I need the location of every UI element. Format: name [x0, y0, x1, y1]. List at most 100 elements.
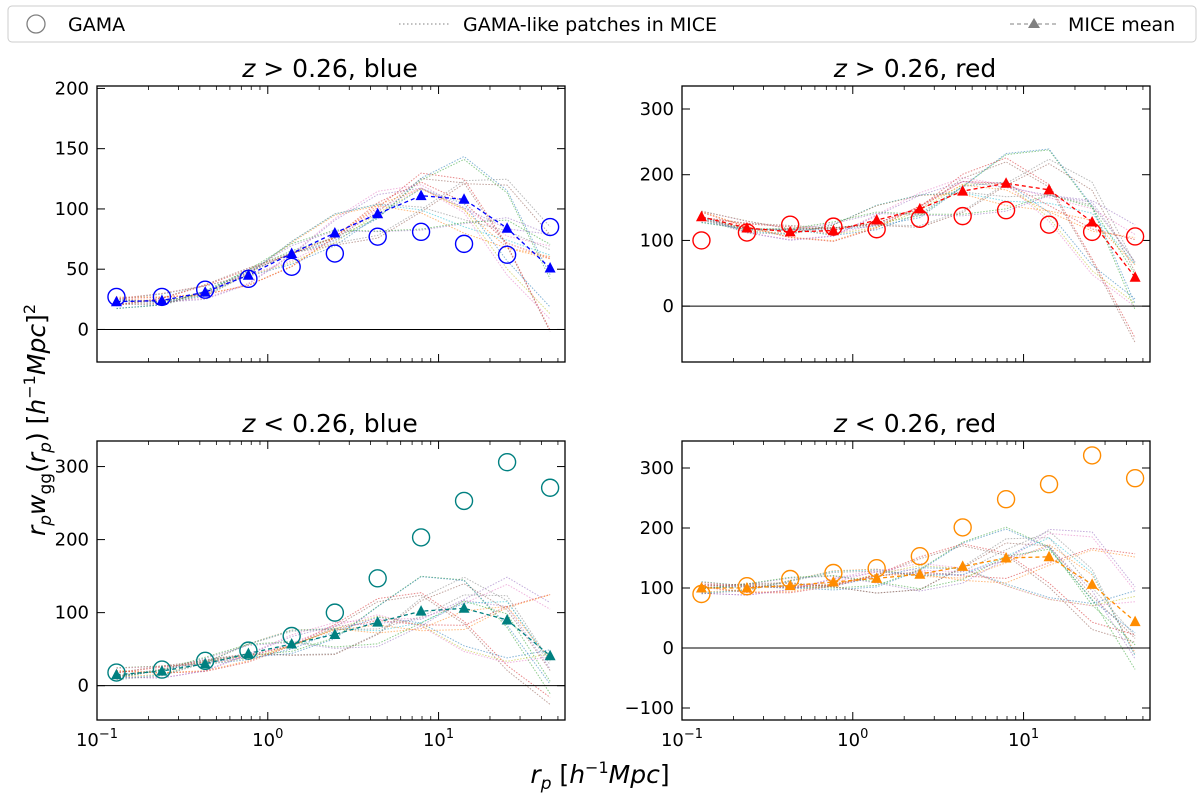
mice-mean-point	[695, 210, 707, 222]
mice-mean-point	[871, 572, 883, 583]
plot-frame	[96, 440, 566, 721]
mice-mean-point	[501, 222, 513, 233]
y-tick-label: 300	[640, 458, 674, 479]
mice-patch-line	[701, 530, 1136, 656]
gama-point	[411, 528, 431, 547]
mice-patch-line	[701, 543, 1136, 636]
mice-patch-line	[701, 149, 1136, 310]
legend: GAMA GAMA-like patches in MICE MICE mean	[7, 5, 1197, 43]
mice-patch-line	[116, 178, 551, 306]
y-tick-label: 150	[55, 139, 89, 160]
mice-patch-line	[116, 188, 551, 315]
mice-mean-point	[1129, 271, 1141, 282]
mice-mean-point	[1043, 183, 1055, 195]
mice-mean-point	[286, 638, 298, 649]
gama-point	[1125, 227, 1145, 246]
y-tick-label: 300	[55, 457, 89, 478]
mice-patch-line	[116, 594, 551, 705]
gama-point	[953, 206, 972, 226]
panel-z-gt-blue: 0 50 100 150 200 z > 0.26, blue	[55, 54, 566, 363]
mice-mean-point	[957, 560, 969, 571]
mice-mean-point	[329, 227, 341, 238]
plot-frame	[96, 85, 566, 363]
gama-point	[368, 569, 387, 588]
mice-patch-line	[116, 601, 551, 680]
x-tick-label: 100	[837, 727, 868, 751]
gama-point	[540, 217, 560, 237]
mice-mean-line	[701, 182, 1136, 278]
mice-patch-lines	[701, 148, 1136, 343]
mice-patch-line	[116, 592, 551, 698]
mice-patch-line	[701, 537, 1136, 656]
gama-point	[497, 452, 517, 472]
mice-mean-point	[415, 189, 427, 201]
mice-patch-line	[701, 158, 1136, 265]
gama-point	[996, 200, 1016, 220]
x-axis-label: rp [h−1Mpc]	[530, 758, 669, 794]
x-tick-label: 101	[423, 727, 454, 751]
gama-point	[325, 603, 345, 622]
mice-patch-line	[116, 583, 551, 679]
mice-patch-line	[701, 542, 1136, 639]
mice-mean-point	[372, 616, 384, 627]
gama-point	[692, 231, 711, 250]
gama-point	[152, 287, 172, 307]
mice-patch-line	[701, 192, 1136, 265]
mice-mean-point	[199, 286, 211, 297]
gama-point	[454, 234, 474, 254]
mice-patch-line	[116, 583, 551, 677]
mice-mean-point	[501, 613, 513, 625]
gama-point	[195, 280, 215, 299]
mice-mean-point	[1043, 550, 1055, 562]
x-tick-label: 100	[252, 727, 283, 751]
mice-patch-line	[116, 203, 551, 303]
gama-point	[824, 217, 843, 236]
mice-mean-point	[914, 568, 926, 579]
gama-point	[1125, 469, 1145, 488]
series	[692, 446, 1145, 627]
mice-mean-point	[695, 582, 707, 593]
mice-mean-point	[1000, 552, 1012, 563]
mice-patch-line	[116, 615, 551, 669]
axes: 0 100 200 300 10−1 100 101	[55, 440, 566, 751]
x-tick-label: 101	[1008, 727, 1039, 751]
mice-mean-point	[1086, 578, 1098, 589]
mice-patch-line	[701, 183, 1136, 304]
panel-title: z < 0.26, red	[833, 409, 997, 438]
y-tick-label: 100	[640, 230, 674, 251]
gama-point	[1039, 475, 1059, 494]
axes: 0 50 100 150 200	[55, 78, 566, 363]
y-tick-label: 0	[78, 676, 89, 697]
panel-z-gt-red: 0 100 200 300 z > 0.26, red	[640, 54, 1151, 363]
y-tick-label: 200	[640, 165, 674, 186]
mice-patch-line	[701, 526, 1136, 646]
series	[107, 452, 560, 682]
mice-patch-line	[116, 184, 551, 303]
y-tick-label: 200	[640, 518, 674, 539]
mice-patch-line	[116, 188, 551, 308]
gama-point	[996, 490, 1016, 509]
axes: −100 0 100 200 300 10−1 100 101	[625, 440, 1151, 751]
mice-mean-point	[110, 295, 122, 307]
panel-title: z < 0.26, blue	[241, 409, 418, 438]
gama-point	[867, 559, 886, 578]
y-tick-label: 200	[55, 78, 89, 99]
mice-patch-lines	[116, 155, 551, 332]
gama-point	[1039, 215, 1059, 234]
y-tick-label: 100	[55, 199, 89, 220]
mice-mean-point	[1000, 177, 1012, 188]
plot-frame	[681, 85, 1151, 363]
mice-mean-point	[957, 185, 969, 196]
panel-z-lt-blue: 0 100 200 300 10−1 100 101 z < 0.26, blue	[55, 409, 566, 751]
mice-patch-line	[701, 528, 1136, 596]
mice-mean-point	[156, 665, 168, 676]
mice-mean-line	[116, 195, 551, 303]
mice-mean-point	[372, 207, 384, 219]
gama-point	[824, 563, 843, 583]
mice-patch-line	[701, 148, 1136, 304]
mice-patch-line	[701, 181, 1136, 241]
panel-title: z > 0.26, red	[833, 54, 997, 83]
axes: 0 100 200 300	[640, 85, 1151, 363]
series	[107, 189, 560, 307]
mice-patch-line	[701, 545, 1136, 643]
